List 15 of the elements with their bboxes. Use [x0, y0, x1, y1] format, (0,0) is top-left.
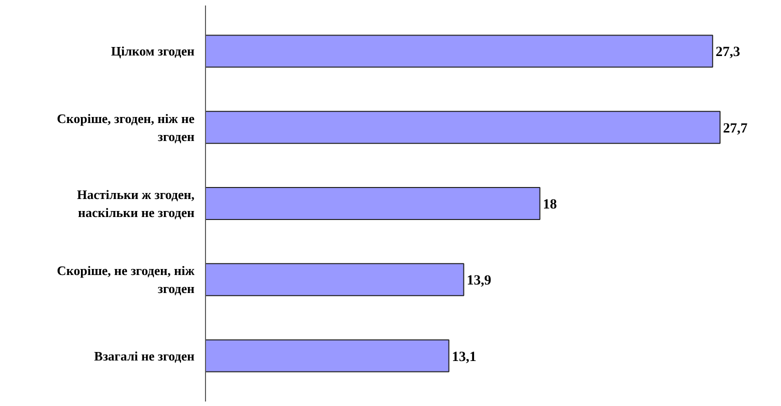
- data-label: 27,7: [723, 121, 748, 136]
- bar: [206, 187, 540, 220]
- bar: [206, 110, 721, 144]
- y-tick-label: Скоріше, згоден, ніж не згоден: [56, 110, 196, 144]
- y-tick-label: Скоріше, не згоден, ніж згоден: [56, 263, 196, 296]
- data-label: 13,1: [452, 350, 476, 365]
- y-tick-label: Настільки ж згоден, наскільки не згоден: [77, 187, 196, 220]
- data-label: 13,9: [466, 274, 492, 289]
- y-tick-label: Цілком згоден: [111, 44, 196, 59]
- bar: [206, 339, 450, 372]
- y-tick-label: Взагалі не згоден: [94, 348, 196, 364]
- data-label: 18: [542, 198, 557, 212]
- bar: [206, 263, 464, 296]
- bar: [206, 34, 714, 68]
- data-label: 27,3: [716, 45, 740, 60]
